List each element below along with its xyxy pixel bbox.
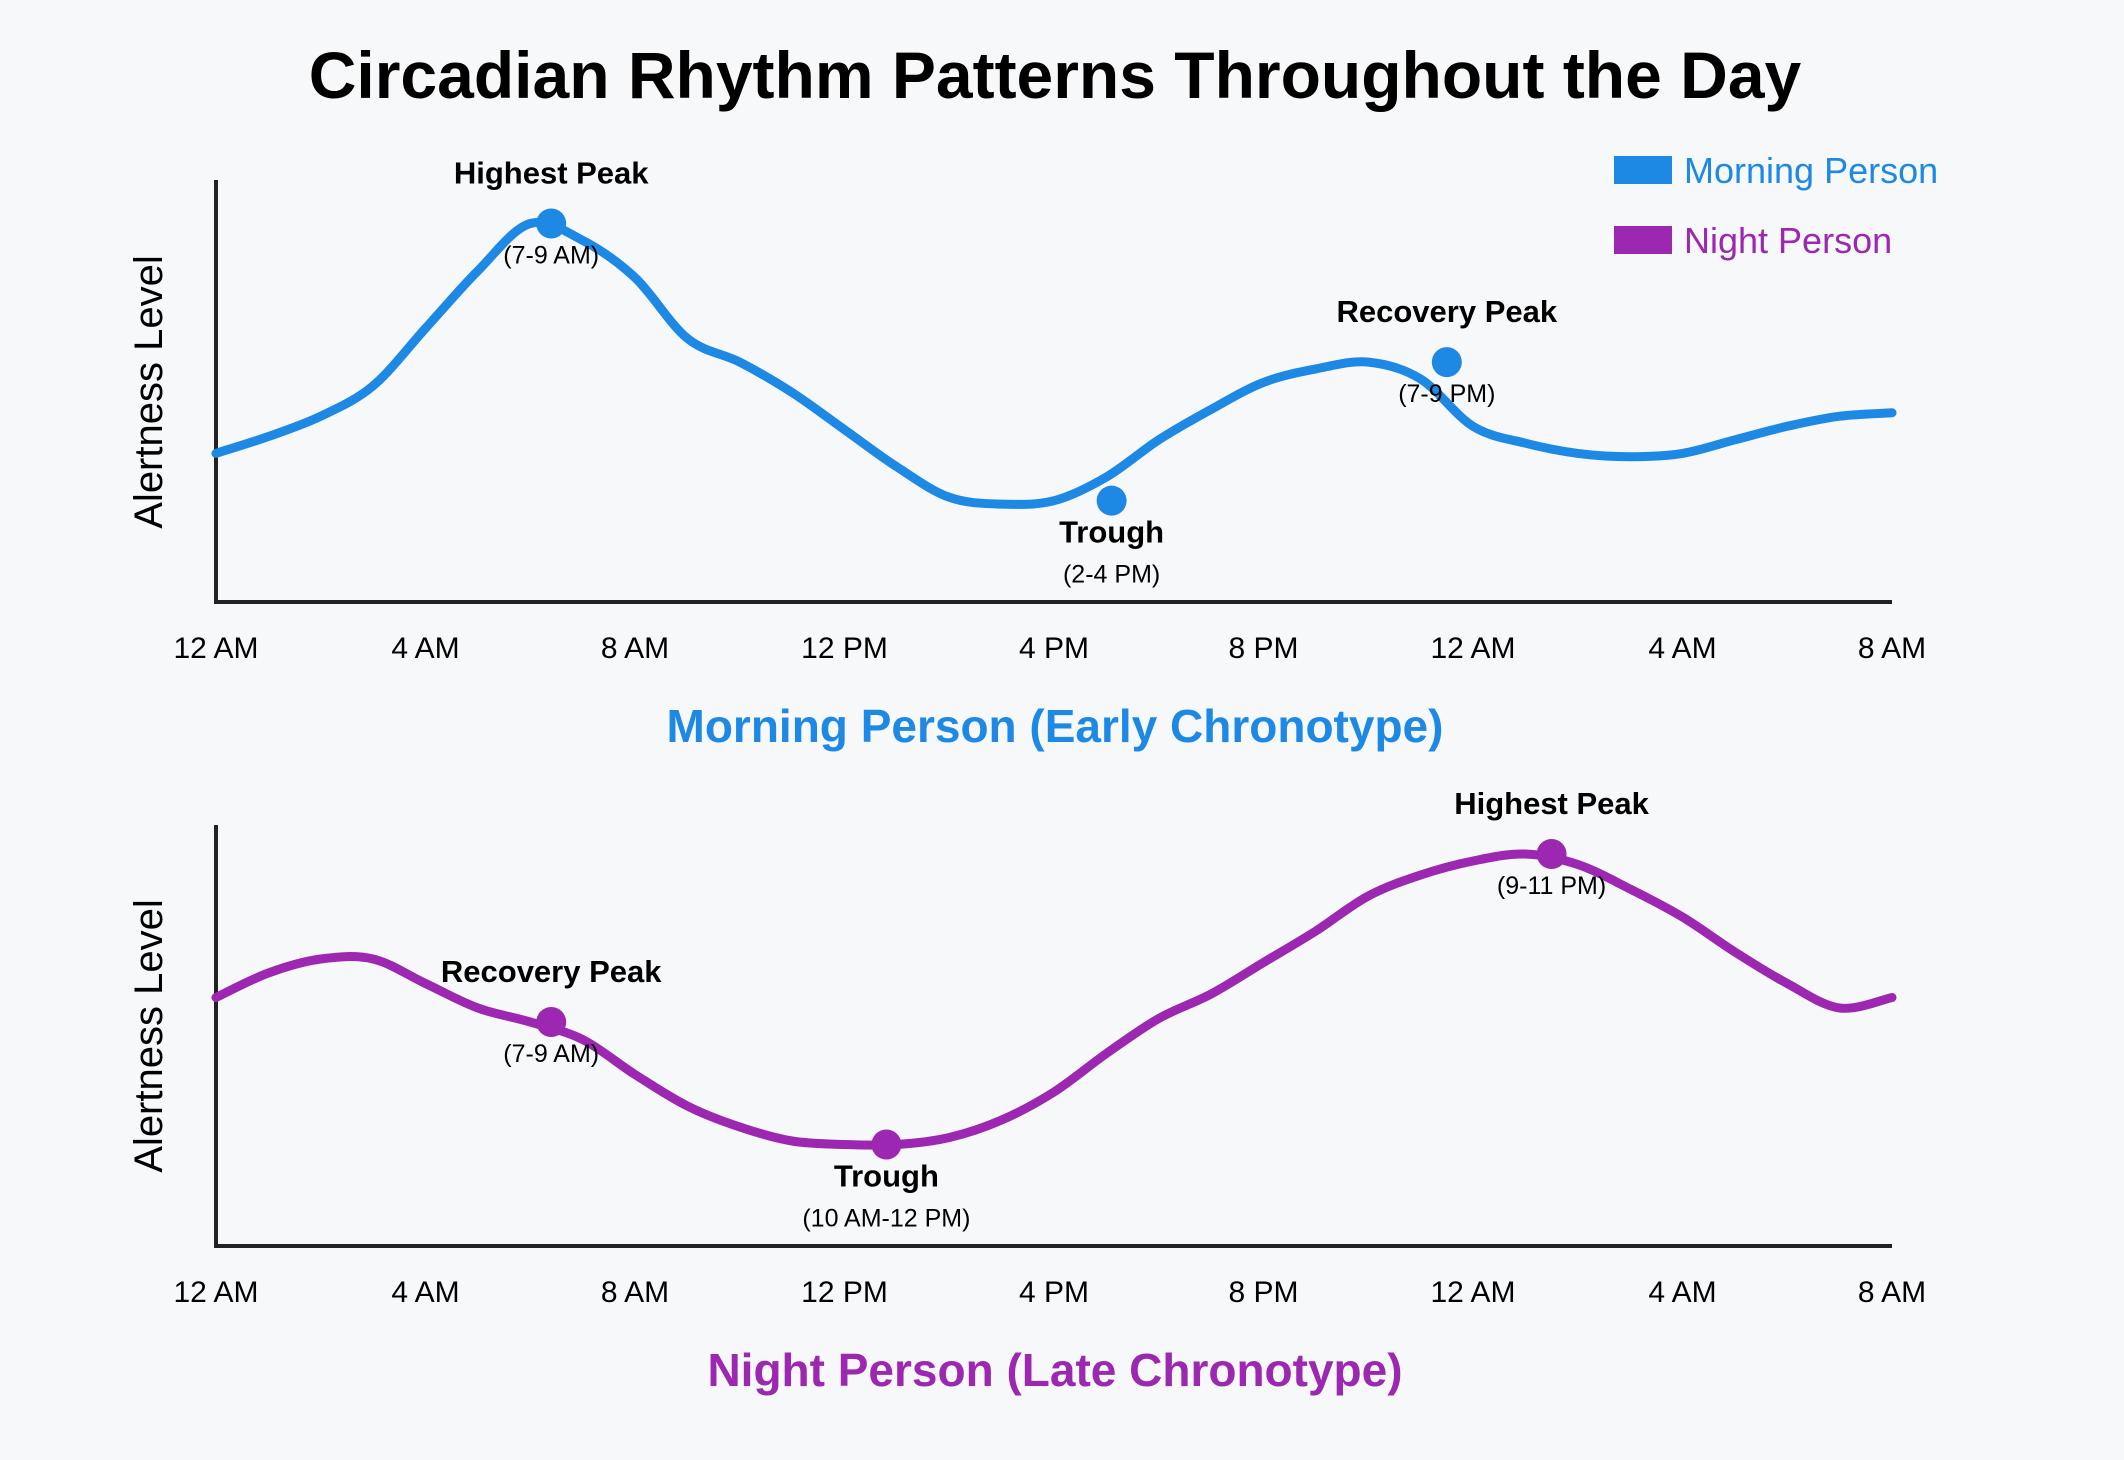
x-tick-label: 8 PM bbox=[1228, 1276, 1298, 1309]
x-tick-label: 4 AM bbox=[1648, 1276, 1716, 1309]
x-tick-label: 4 AM bbox=[1648, 632, 1716, 665]
annotation-point bbox=[871, 1129, 902, 1160]
series-line-night-person bbox=[211, 849, 1897, 1150]
legend-swatch bbox=[1614, 156, 1672, 184]
annotation-label: Highest Peak bbox=[454, 156, 649, 191]
chart-title: Circadian Rhythm Patterns Throughout the… bbox=[309, 38, 1802, 112]
x-tick-label: 4 AM bbox=[391, 632, 459, 665]
annotation-label: Highest Peak bbox=[1454, 786, 1649, 821]
annotation-label: Recovery Peak bbox=[1337, 294, 1558, 329]
x-tick-label: 12 PM bbox=[801, 1276, 888, 1309]
annotation-label: Recovery Peak bbox=[441, 954, 662, 989]
morning-person-panel: Alertness Level 12 AM 4 AM 8 AM 12 PM 4 PM 8 P… bbox=[127, 156, 1926, 752]
annotation-label: Trough bbox=[834, 1159, 939, 1194]
annotation-label: Trough bbox=[1059, 515, 1164, 550]
y-axis-label: Alertness Level bbox=[127, 899, 171, 1172]
x-tick-label: 12 AM bbox=[173, 632, 258, 665]
annotation-time: (7-9 AM) bbox=[503, 242, 599, 270]
x-tick-label: 8 PM bbox=[1228, 632, 1298, 665]
x-tick-label: 8 AM bbox=[1858, 1276, 1926, 1309]
y-axis-label: Alertness Level bbox=[127, 255, 171, 528]
x-tick-label: 4 PM bbox=[1019, 1276, 1089, 1309]
legend-label: Morning Person bbox=[1684, 150, 1938, 191]
x-tick-label: 12 AM bbox=[173, 1276, 258, 1309]
annotation-time: (7-9 AM) bbox=[503, 1040, 599, 1068]
panel-subtitle: Morning Person (Early Chronotype) bbox=[667, 700, 1444, 752]
legend: Morning Person Night Person bbox=[1614, 150, 1938, 261]
series-line-morning-person bbox=[211, 217, 1897, 509]
annotation-time: (7-9 PM) bbox=[1398, 380, 1495, 408]
legend-label: Night Person bbox=[1684, 220, 1892, 261]
annotation-time: (2-4 PM) bbox=[1063, 561, 1160, 589]
panel-subtitle: Night Person (Late Chronotype) bbox=[707, 1344, 1402, 1396]
x-tick-label: 8 AM bbox=[601, 1276, 669, 1309]
x-tick-label: 8 AM bbox=[1858, 632, 1926, 665]
legend-swatch bbox=[1614, 226, 1672, 254]
x-tick-label: 12 AM bbox=[1430, 1276, 1515, 1309]
annotation-point bbox=[536, 208, 567, 239]
annotation-time: (10 AM-12 PM) bbox=[802, 1205, 970, 1233]
annotation-time: (9-11 PM) bbox=[1497, 872, 1606, 900]
annotation-point bbox=[1536, 839, 1567, 869]
night-person-panel: Alertness Level 12 AM 4 AM 8 AM 12 PM 4 PM 8 P… bbox=[127, 786, 1926, 1396]
x-tick-label: 4 AM bbox=[391, 1276, 459, 1309]
annotation-point bbox=[536, 1007, 567, 1037]
x-tick-label: 12 PM bbox=[801, 632, 888, 665]
x-tick-label: 12 AM bbox=[1430, 632, 1515, 665]
x-tick-label: 4 PM bbox=[1019, 632, 1089, 665]
x-tick-label: 8 AM bbox=[601, 632, 669, 665]
annotation-point bbox=[1431, 347, 1462, 378]
annotation-point bbox=[1096, 485, 1127, 516]
